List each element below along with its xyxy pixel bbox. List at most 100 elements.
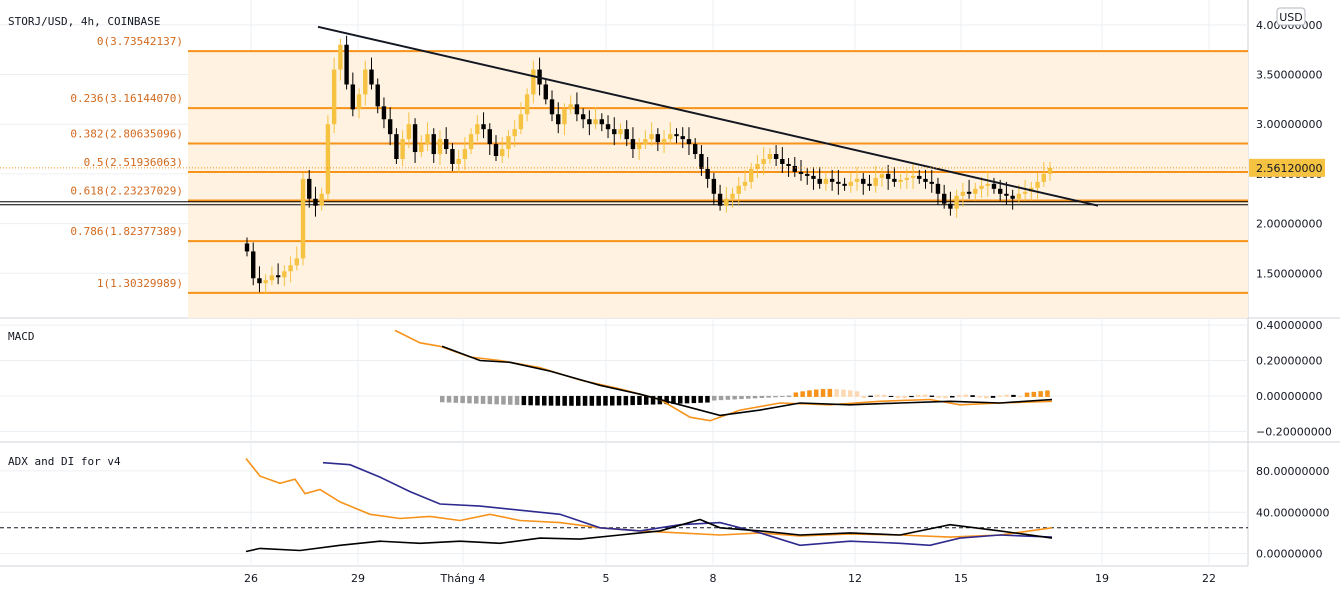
- macd-histogram-bar: [501, 395, 506, 405]
- candle-body: [313, 198, 318, 206]
- candle-body: [437, 139, 443, 155]
- macd-histogram-bar: [569, 395, 574, 406]
- candle-body: [394, 134, 399, 159]
- candle-body: [724, 198, 729, 206]
- macd-histogram-bar: [610, 395, 615, 406]
- candle-body: [948, 203, 953, 209]
- candle-body: [599, 119, 605, 125]
- candle-body: [979, 185, 984, 189]
- macd-histogram-bar: [650, 395, 656, 405]
- candle-body: [344, 44, 349, 85]
- macd-histogram-bar: [854, 391, 860, 397]
- macd-y-tick-label: 0.40000000: [1256, 319, 1322, 332]
- macd-histogram-bar: [780, 395, 785, 397]
- candle-body: [742, 181, 748, 186]
- macd-histogram-bar: [766, 395, 771, 398]
- candle-body: [406, 124, 412, 140]
- candle-body: [817, 178, 822, 184]
- fib-level-label: 1(1.30329989): [97, 277, 183, 290]
- candle-body: [338, 44, 343, 70]
- macd-histogram-bar: [616, 395, 622, 406]
- fib-level-label: 0(3.73542137): [97, 35, 183, 48]
- macd-histogram-bar: [739, 395, 744, 400]
- candle-body: [257, 278, 262, 284]
- candle-body: [450, 149, 455, 164]
- candle-body: [836, 181, 841, 184]
- candle-body: [630, 139, 636, 150]
- macd-histogram-bar: [440, 395, 445, 403]
- candle-body: [730, 193, 735, 199]
- candles: [244, 35, 1053, 295]
- macd-histogram-bar: [712, 395, 717, 401]
- candle-body: [792, 165, 797, 172]
- candle-body: [500, 149, 505, 157]
- candle-body: [823, 178, 829, 184]
- macd-histogram-bar: [786, 395, 792, 397]
- macd-histogram-bar: [535, 395, 540, 406]
- candle-body: [443, 139, 449, 150]
- fib-level-label: 0.5(2.51936063): [84, 156, 183, 169]
- y-tick-label: 3.50000000: [1256, 69, 1322, 82]
- macd-histogram-bar: [1011, 394, 1016, 397]
- candle-body: [363, 69, 368, 95]
- candle-body: [605, 124, 611, 130]
- macd-histogram-bar: [773, 395, 778, 398]
- macd-histogram-bar: [623, 395, 629, 406]
- macd-histogram-bar: [446, 395, 452, 403]
- macd-histogram-bar: [725, 395, 731, 400]
- macd-histogram-bar: [1031, 391, 1037, 397]
- macd-histogram-bar: [950, 395, 955, 398]
- candle-body: [941, 193, 947, 204]
- chart-title: STORJ/USD, 4h, COINBASE: [8, 15, 160, 28]
- y-tick-label: 1.50000000: [1256, 267, 1322, 280]
- candle-body: [456, 159, 461, 164]
- candle-body: [319, 193, 324, 206]
- macd-histogram-bar: [467, 395, 472, 404]
- macd-histogram-bar: [970, 395, 975, 397]
- macd-histogram-bar: [841, 389, 846, 397]
- fib-level-label: 0.786(1.82377389): [70, 225, 183, 238]
- macd-histogram-bar: [521, 395, 527, 406]
- candle-body: [910, 175, 916, 178]
- candle-body: [562, 109, 567, 125]
- candle-body: [655, 134, 661, 143]
- candle-body: [587, 119, 592, 125]
- macd-histogram-bar: [705, 395, 710, 403]
- candle-body: [543, 84, 548, 100]
- macd-histogram-bar: [997, 395, 1003, 397]
- candle-body: [612, 129, 617, 135]
- candle-body: [861, 178, 866, 184]
- macd-histogram-bar: [875, 394, 880, 397]
- macd-histogram-bar: [956, 395, 962, 397]
- candle-body: [767, 154, 773, 159]
- candle-body: [674, 134, 679, 137]
- macd-histogram-bar: [916, 394, 921, 397]
- candle-body: [518, 114, 524, 130]
- candle-body: [935, 183, 941, 194]
- candle-body: [680, 136, 685, 140]
- macd-histogram-bar: [576, 395, 581, 406]
- macd-histogram-bar: [834, 389, 839, 397]
- macd-histogram-bar: [1038, 391, 1043, 397]
- candle-body: [985, 183, 990, 186]
- macd-histogram-bar: [936, 395, 941, 398]
- candle-body: [773, 154, 779, 159]
- macd-histogram-bar: [902, 395, 907, 399]
- candle-body: [798, 171, 804, 174]
- x-tick-label: 5: [603, 572, 610, 585]
- candle-body: [556, 114, 561, 125]
- candle-body: [549, 99, 555, 115]
- macd-histogram-bar: [684, 395, 690, 404]
- candle-body: [375, 84, 380, 107]
- macd-y-tick-label: 0.20000000: [1256, 355, 1322, 368]
- currency-badge[interactable]: USD: [1276, 7, 1306, 26]
- candle-body: [493, 144, 499, 157]
- candle-body: [475, 124, 480, 135]
- macd-histogram-bar: [895, 395, 901, 399]
- macd-histogram-bar: [984, 395, 989, 399]
- candle-body: [269, 275, 275, 281]
- candle-body: [786, 163, 791, 166]
- macd-histogram-bar: [582, 395, 588, 406]
- candle-body: [960, 191, 966, 196]
